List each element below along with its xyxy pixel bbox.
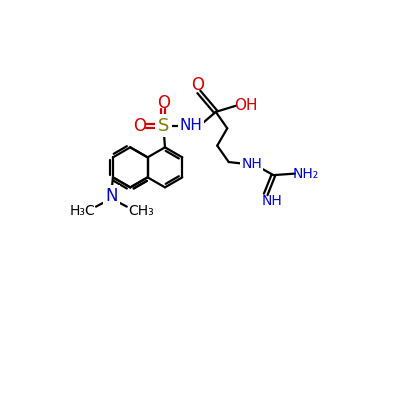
- Text: O: O: [192, 76, 204, 94]
- Text: H₃C: H₃C: [69, 204, 95, 218]
- Text: S: S: [158, 117, 169, 135]
- Text: N: N: [105, 187, 118, 205]
- Text: NH: NH: [180, 118, 202, 133]
- Text: OH: OH: [234, 98, 258, 113]
- Text: CH₃: CH₃: [128, 204, 154, 218]
- Text: NH: NH: [262, 194, 282, 208]
- Text: O: O: [133, 117, 146, 135]
- Text: NH: NH: [242, 157, 262, 171]
- Text: O: O: [157, 94, 170, 112]
- Text: NH₂: NH₂: [293, 166, 319, 180]
